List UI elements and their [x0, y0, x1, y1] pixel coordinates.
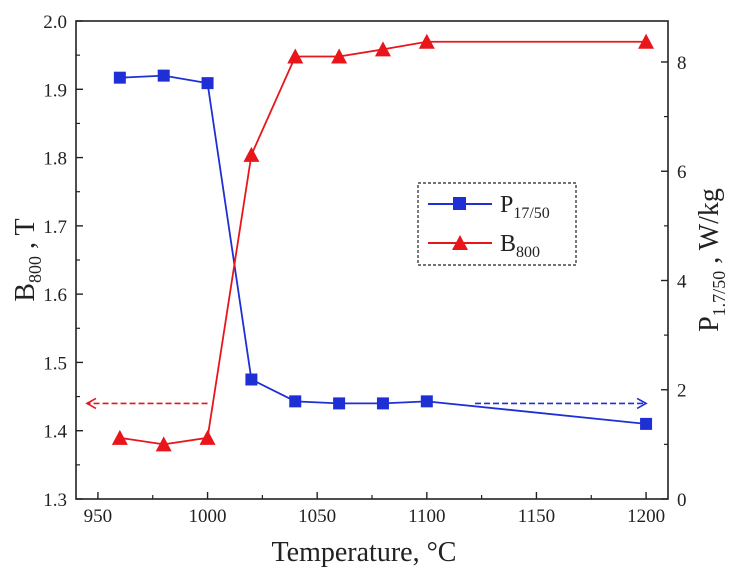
data-series: [111, 33, 655, 452]
data-point-b: [331, 48, 348, 64]
y-right-title-sub: 1.7/50: [709, 271, 729, 317]
data-point-b: [374, 41, 391, 57]
x-tick-label: 950: [84, 506, 113, 527]
y-right-tick-label: 6: [677, 162, 687, 183]
data-point-p: [376, 397, 389, 410]
legend-label-b: B800: [500, 231, 540, 261]
axis-ticks: 950 1000 1050 1100 1150 1200 1.3 1.4 1.5 1.6 1.7 1.…: [43, 12, 687, 527]
y-left-tick-label: 1.7: [43, 217, 67, 238]
y-right-tick-label: 4: [677, 271, 687, 292]
legend-b-sub: 800: [516, 244, 540, 261]
y-left-tick-label: 1.5: [43, 353, 67, 374]
legend-marker-square: [453, 197, 466, 210]
data-point-b: [418, 33, 435, 49]
legend-b-main: B: [500, 231, 516, 257]
y-left-title-main: B: [10, 283, 41, 302]
y-right-title-suffix: , W/kg: [694, 188, 725, 271]
y-right-tick-label: 8: [677, 53, 687, 74]
x-tick-label: 1100: [408, 506, 445, 527]
data-point-b: [287, 48, 304, 64]
y-right-tick-label: 2: [677, 381, 687, 402]
legend-box: [417, 182, 577, 266]
data-point-p: [201, 77, 214, 90]
data-point-b: [638, 33, 655, 49]
arrow-right-head: [636, 397, 648, 410]
data-point-p: [245, 373, 258, 386]
legend: P17/50 B800: [417, 182, 577, 266]
y-left-tick-label: 2.0: [43, 12, 67, 33]
data-point-b: [243, 146, 260, 162]
y-left-title-suffix: , T: [10, 218, 41, 256]
y-right-axis-title: P1.7/50 , W/kg: [694, 188, 729, 332]
y-left-title-sub: 800: [25, 256, 45, 283]
y-left-tick-label: 1.6: [43, 285, 67, 306]
data-point-p: [640, 417, 653, 430]
y-left-tick-label: 1.3: [43, 490, 67, 511]
legend-p-sub: 17/50: [513, 205, 549, 222]
data-point-p: [113, 71, 126, 84]
data-point-b: [111, 429, 128, 445]
plot-frame: [75, 20, 669, 500]
legend-marker-triangle: [452, 235, 468, 250]
data-point-p: [333, 397, 346, 410]
y-right-tick-label: 0: [677, 490, 687, 511]
x-tick-label: 1150: [518, 506, 555, 527]
x-tick-label: 1200: [627, 506, 665, 527]
y-left-axis-title: B800 , T: [10, 218, 45, 301]
annotation-arrows: [85, 397, 648, 410]
data-point-b: [155, 436, 172, 452]
legend-label-p: P17/50: [500, 192, 550, 222]
data-point-p: [420, 395, 433, 408]
data-point-p: [289, 395, 302, 408]
y-left-tick-label: 1.9: [43, 80, 67, 101]
legend-p-main: P: [500, 192, 513, 218]
data-point-b: [199, 429, 216, 445]
x-tick-label: 1050: [298, 506, 336, 527]
y-left-tick-label: 1.4: [43, 422, 67, 443]
y-left-tick-label: 1.8: [43, 149, 67, 170]
data-point-p: [157, 69, 170, 82]
y-right-title-main: P: [694, 316, 725, 332]
x-tick-label: 1000: [189, 506, 227, 527]
x-axis-title: Temperature, °C: [272, 537, 457, 568]
arrow-left-head: [85, 397, 97, 410]
